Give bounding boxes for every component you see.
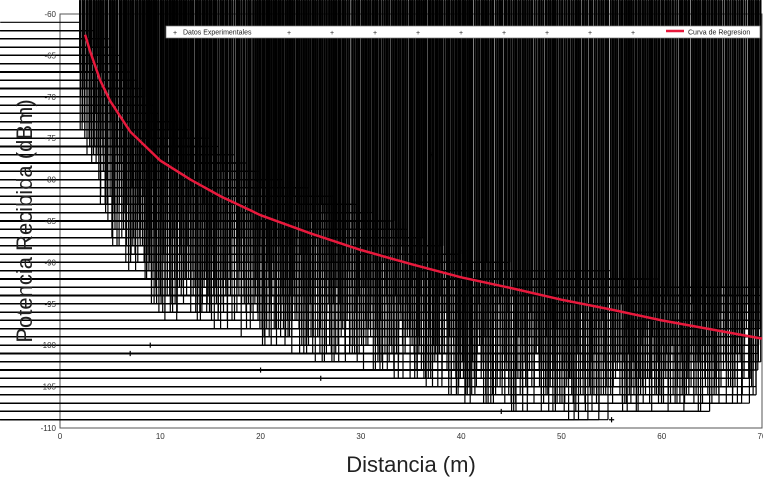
- legend-marker: +: [545, 30, 549, 37]
- x-tick-label: 30: [356, 432, 365, 441]
- y-tick-label: -65: [44, 51, 56, 60]
- data-point: [0, 0, 116, 48]
- scatter-points: [0, 0, 762, 423]
- data-point: [0, 0, 95, 32]
- y-tick-label: -95: [44, 300, 56, 309]
- legend-marker: +: [416, 30, 420, 37]
- y-tick-label: -85: [44, 217, 56, 226]
- x-tick-label: 60: [657, 432, 666, 441]
- data-point: [0, 0, 128, 65]
- y-tick-label: -105: [40, 383, 57, 392]
- data-point: [0, 0, 144, 90]
- x-tick-label: 20: [256, 432, 265, 441]
- data-point: [0, 0, 132, 73]
- x-tick-label: 40: [457, 432, 466, 441]
- data-point: [0, 0, 111, 40]
- legend-marker: +: [330, 30, 334, 37]
- legend-marker-experimental: +: [173, 30, 177, 37]
- x-tick-label: 0: [58, 432, 63, 441]
- x-axis-label: Distancia (m): [346, 452, 476, 477]
- legend-marker: +: [373, 30, 377, 37]
- y-tick-label: -110: [41, 424, 57, 433]
- x-tick-label: 10: [156, 432, 165, 441]
- data-point: [0, 0, 155, 106]
- y-tick-label: -90: [44, 258, 56, 267]
- y-tick-label: -80: [44, 176, 56, 185]
- data-point: [0, 0, 160, 114]
- legend: + Datos Experimentales + + + + + + + + + Curva d…: [165, 25, 761, 39]
- legend-label-experimental: Datos Experimentales: [183, 30, 252, 37]
- legend-marker: +: [631, 30, 635, 37]
- legend-marker: +: [502, 30, 506, 37]
- y-axis-label: Potencia Recibida (dBm): [12, 99, 37, 342]
- data-point: [0, 0, 139, 81]
- x-tick-label: 50: [557, 432, 566, 441]
- x-tick-label: 70: [758, 432, 763, 441]
- y-tick-label: -60: [44, 10, 56, 19]
- data-point: [0, 0, 81, 23]
- data-point: [0, 0, 146, 98]
- y-tick-label: -100: [40, 341, 57, 350]
- legend-label-regression: Curva de Regresion: [688, 30, 750, 37]
- legend-marker: +: [459, 30, 463, 37]
- legend-marker: +: [588, 30, 592, 37]
- data-point: [0, 0, 121, 56]
- y-tick-label: -75: [44, 134, 56, 143]
- y-tick-label: -70: [44, 93, 56, 102]
- legend-marker: +: [287, 30, 291, 37]
